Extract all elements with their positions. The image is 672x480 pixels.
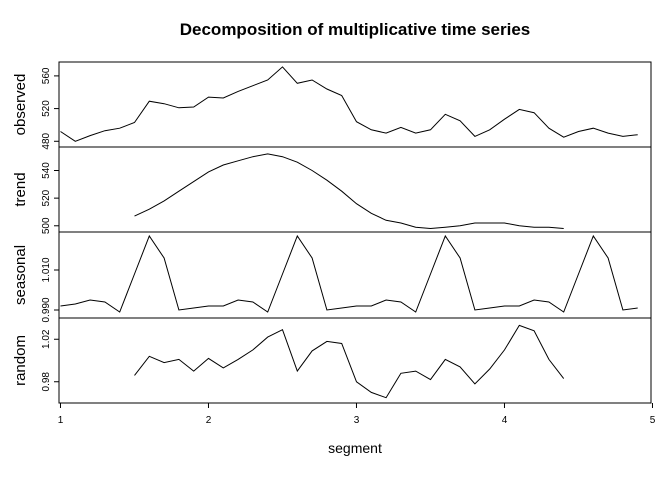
y-tick-label-trend: 520 — [41, 189, 52, 206]
panel-frame-observed — [58, 61, 652, 148]
panel-trend: 500 520 540 trend — [12, 146, 652, 234]
y-tick-label-observed: 520 — [41, 100, 52, 117]
x-tick-label: 3 — [354, 415, 360, 426]
x-tick-label: 4 — [502, 415, 508, 426]
panel-observed: 480 520 560 observed — [12, 61, 652, 150]
x-tick-label: 5 — [650, 415, 656, 426]
series-line-random — [134, 324, 565, 399]
chart-title: Decomposition of multiplicative time ser… — [180, 20, 530, 39]
y-tick-label-trend: 540 — [41, 162, 52, 179]
y-tick-label-observed: 560 — [41, 67, 52, 84]
series-line-trend — [134, 153, 564, 230]
panel-frame-seasonal — [58, 231, 652, 319]
x-tick-label: 2 — [206, 415, 212, 426]
x-axis-label: segment — [328, 440, 382, 456]
panel-random: 0.98 1.02 random — [12, 317, 652, 404]
series-line-seasonal — [60, 234, 638, 313]
x-tick-label: 1 — [58, 415, 64, 426]
panel-label-observed: observed — [12, 74, 29, 136]
panel-seasonal: 0.990 1.010 seasonal — [12, 231, 652, 323]
y-tick-label-seasonal: 0.990 — [41, 297, 52, 322]
panel-frame-trend — [58, 146, 652, 233]
y-tick-label-random: 1.02 — [41, 329, 52, 349]
panel-label-trend: trend — [12, 172, 29, 206]
y-tick-label-observed: 480 — [41, 132, 52, 149]
y-tick-label-seasonal: 1.010 — [41, 257, 52, 282]
x-axis: 1 2 3 4 5 — [58, 403, 656, 426]
panel-frame-random — [58, 317, 652, 404]
panels: 480 520 560 observed 500 520 540 trend 0.990 1.01… — [12, 61, 652, 404]
y-tick-label-random: 0.98 — [41, 372, 52, 392]
y-tick-label-trend: 500 — [41, 217, 52, 234]
series-line-observed — [60, 66, 638, 142]
panel-label-random: random — [12, 335, 29, 386]
panel-label-seasonal: seasonal — [12, 245, 29, 305]
